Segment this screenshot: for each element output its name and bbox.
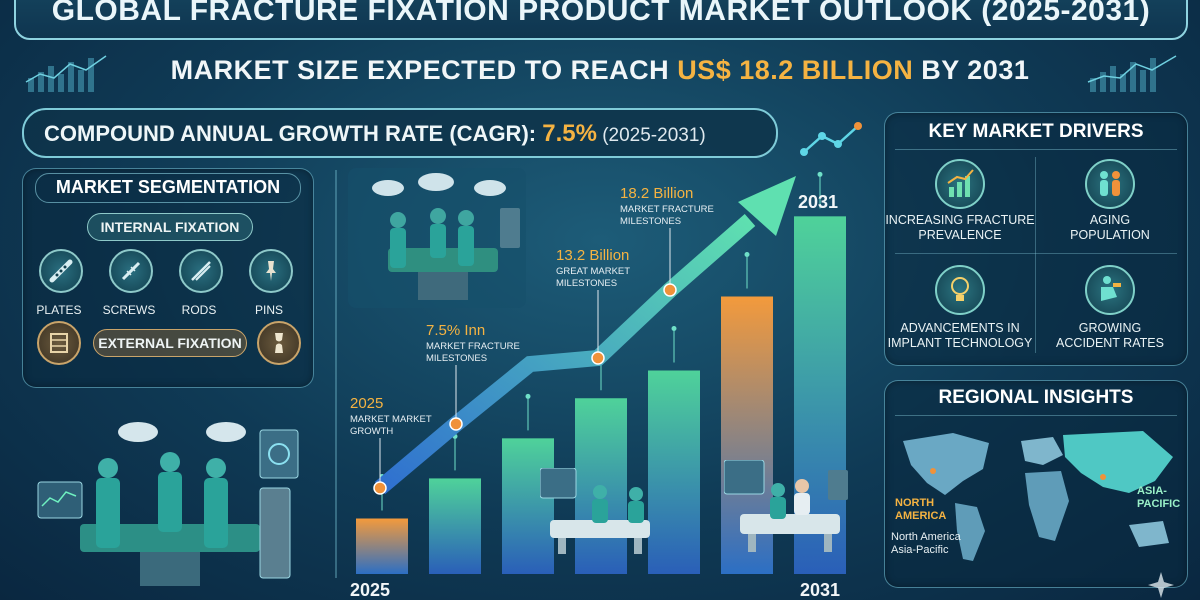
cagr-banner: COMPOUND ANNUAL GROWTH RATE (CAGR): 7.5%… bbox=[22, 108, 778, 158]
elderly-couple-icon bbox=[1085, 159, 1135, 209]
annotation-label: MARKET FRACTURE bbox=[620, 204, 714, 215]
drivers-title: KEY MARKET DRIVERS bbox=[928, 121, 1144, 142]
screw-icon bbox=[109, 249, 153, 293]
headline-value: US$ 18.2 BILLION bbox=[677, 55, 914, 85]
chart-bar bbox=[429, 478, 481, 574]
headline-prefix: MARKET SIZE EXPECTED TO REACH bbox=[170, 55, 678, 85]
legend-asia-pacific: Asia-Pacific bbox=[891, 544, 949, 556]
page-title: GLOBAL FRACTURE FIXATION PRODUCT MARKET … bbox=[51, 0, 1151, 27]
pin-icon bbox=[249, 249, 293, 293]
annotation-point bbox=[373, 481, 387, 495]
north-america-shape bbox=[903, 433, 989, 495]
cagr-label: COMPOUND ANNUAL GROWTH RATE (CAGR): bbox=[44, 121, 543, 146]
asia-pacific-shape bbox=[1063, 431, 1173, 493]
na-label: NORTH bbox=[895, 497, 935, 509]
world-map bbox=[903, 431, 1173, 561]
annotation-value: 18.2 Billion bbox=[620, 185, 693, 202]
surgery-illustration bbox=[348, 168, 526, 308]
driver-label: ACCIDENT RATES bbox=[1056, 336, 1164, 350]
chart-bar bbox=[502, 438, 554, 574]
trend-icon bbox=[800, 122, 862, 156]
annotation-label: MARKET MARKET bbox=[350, 414, 432, 425]
annotation-label: MILESTONES bbox=[426, 353, 487, 364]
annotation-point bbox=[449, 417, 463, 431]
patient-bed-illustration bbox=[540, 468, 650, 554]
market-segmentation-panel: MARKET SEGMENTATION INTERNAL FIXATION PL… bbox=[22, 168, 314, 388]
annotation-point bbox=[663, 283, 677, 297]
title-banner: GLOBAL FRACTURE FIXATION PRODUCT MARKET … bbox=[14, 0, 1188, 40]
trend-chart-icon bbox=[935, 159, 985, 209]
sparkle-icon bbox=[1148, 572, 1174, 598]
segment-label: SCREWS bbox=[102, 303, 156, 317]
bar-marker-dot bbox=[525, 393, 531, 399]
africa-shape bbox=[1025, 471, 1069, 541]
regional-title: REGIONAL INSIGHTS bbox=[938, 387, 1134, 408]
segment-label: RODS bbox=[181, 303, 217, 317]
annotation-label: GROWTH bbox=[350, 426, 393, 437]
operating-room-illustration bbox=[37, 422, 299, 586]
driver-label: INCREASING FRACTURE bbox=[885, 213, 1035, 227]
driver-label: POPULATION bbox=[1070, 228, 1150, 242]
headline-suffix: BY 2031 bbox=[913, 55, 1030, 85]
growth-arrow bbox=[374, 213, 756, 495]
decorative-chart-icon bbox=[1087, 55, 1177, 92]
top-year-label: 2031 bbox=[798, 192, 838, 212]
chart-bar bbox=[356, 518, 408, 574]
driver-label: GROWING bbox=[1078, 321, 1142, 335]
na-label: AMERICA bbox=[895, 510, 947, 522]
segmentation-title: MARKET SEGMENTATION bbox=[23, 173, 313, 203]
driver-label: AGING bbox=[1089, 213, 1131, 227]
decorative-chart-icon bbox=[25, 55, 107, 92]
annotation-label: GREAT MARKET bbox=[556, 266, 630, 277]
key-market-drivers-panel: KEY MARKET DRIVERS INCREASING FRACTURE PR… bbox=[884, 112, 1188, 366]
ap-label: PACIFIC bbox=[1137, 498, 1181, 510]
knee-joint-icon bbox=[257, 321, 301, 365]
segment-label: PINS bbox=[254, 303, 283, 317]
legend-north-america: North America bbox=[891, 531, 961, 543]
south-america-shape bbox=[955, 503, 985, 561]
annotation-point bbox=[591, 351, 605, 365]
cagr-years: (2025-2031) bbox=[596, 125, 706, 146]
x-end-label: 2031 bbox=[800, 580, 840, 600]
plate-icon bbox=[39, 249, 83, 293]
annotation-value: 7.5% Inn bbox=[426, 322, 485, 339]
segment-label: PLATES bbox=[36, 303, 82, 317]
rod-icon bbox=[179, 249, 223, 293]
patient-bed-illustration bbox=[724, 460, 848, 552]
driver-label: IMPLANT TECHNOLOGY bbox=[887, 336, 1033, 350]
bar-marker-dot bbox=[671, 326, 677, 331]
annotation-value: 13.2 Billion bbox=[556, 247, 629, 264]
internal-fixation-label: INTERNAL FIXATION bbox=[87, 213, 253, 241]
external-fixation-label: EXTERNAL FIXATION bbox=[93, 329, 247, 357]
europe-shape bbox=[1021, 437, 1063, 465]
annotation-label: MILESTONES bbox=[556, 278, 617, 289]
annotation-label: MARKET FRACTURE bbox=[426, 341, 520, 352]
injury-icon bbox=[1085, 265, 1135, 315]
bar-marker-dot bbox=[817, 171, 823, 177]
annotation-value: 2025 bbox=[350, 395, 383, 412]
chart-bar bbox=[648, 370, 700, 574]
growth-arrow-head bbox=[738, 176, 796, 236]
external-frame-icon bbox=[37, 321, 81, 365]
driver-label: PREVALENCE bbox=[918, 228, 1002, 242]
annotation-label: MILESTONES bbox=[620, 216, 681, 227]
market-size-headline: MARKET SIZE EXPECTED TO REACH US$ 18.2 B… bbox=[0, 55, 1200, 86]
bar-marker-dot bbox=[744, 252, 750, 257]
ap-label: ASIA- bbox=[1137, 485, 1167, 497]
regional-insights-panel: REGIONAL INSIGHTS NORTH AMERICA North Ame… bbox=[884, 380, 1188, 588]
lightbulb-icon bbox=[935, 265, 985, 315]
australia-shape bbox=[1129, 521, 1169, 547]
driver-label: ADVANCEMENTS IN bbox=[900, 321, 1020, 335]
x-start-label: 2025 bbox=[350, 580, 390, 600]
cagr-value: 7.5% bbox=[542, 120, 597, 147]
